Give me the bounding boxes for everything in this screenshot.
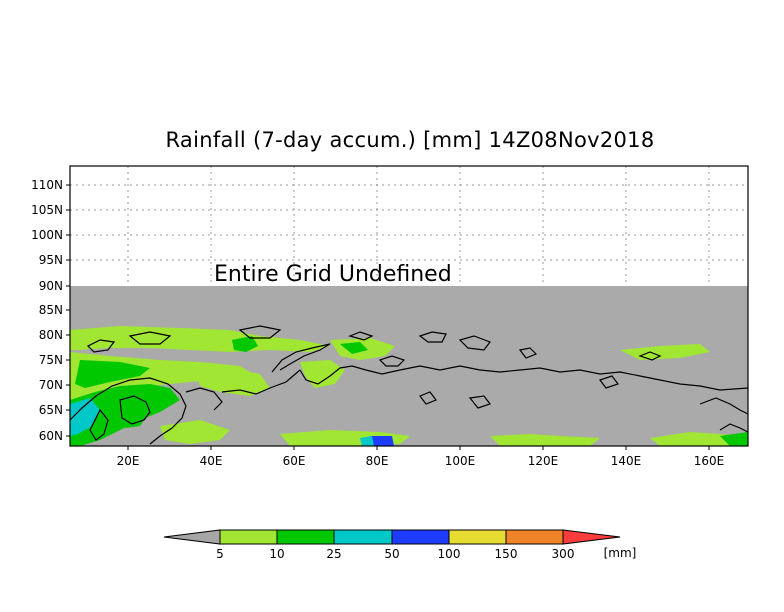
lat-ticks: [66, 184, 70, 437]
legend-swatch: [448, 529, 507, 545]
legend-label: 50: [384, 547, 399, 561]
color-legend: 5 10 25 50 100 150 300 [mm]: [163, 529, 637, 561]
gridlines: [70, 166, 748, 286]
lat-label: 65N: [39, 403, 63, 417]
lon-label: 160E: [694, 454, 725, 468]
legend-label: 100: [438, 547, 461, 561]
legend-label: 10: [269, 547, 284, 561]
legend-label: 300: [552, 547, 575, 561]
lat-label: 100N: [31, 228, 63, 242]
legend-label: 150: [495, 547, 518, 561]
rainfall-patches: [70, 326, 748, 446]
legend-swatch: [276, 529, 335, 545]
legend-unit: [mm]: [604, 546, 637, 560]
lat-label: 70N: [39, 378, 63, 392]
lon-label: 40E: [200, 454, 223, 468]
lat-label: 75N: [39, 353, 63, 367]
lon-labels: 20E 40E 60E 80E 100E 120E 140E 160E: [117, 454, 725, 468]
lon-label: 20E: [117, 454, 140, 468]
lat-label: 95N: [39, 253, 63, 267]
map-title: Rainfall (7-day accum.) [mm] 14Z08Nov201…: [165, 128, 655, 152]
legend-swatch: [391, 529, 450, 545]
legend-above-arrow: [562, 529, 621, 545]
legend-swatch: [505, 529, 564, 545]
lat-label: 105N: [31, 203, 63, 217]
lon-label: 80E: [366, 454, 389, 468]
lon-label: 140E: [611, 454, 642, 468]
legend-swatch: [219, 529, 278, 545]
lon-label: 120E: [528, 454, 559, 468]
lat-label: 90N: [39, 279, 63, 293]
lon-ticks: [127, 446, 710, 450]
coastlines: [69, 325, 749, 445]
lat-label: 110N: [31, 178, 63, 192]
undefined-grid-note: Entire Grid Undefined: [214, 262, 452, 285]
lat-label: 80N: [39, 328, 63, 342]
legend-swatch: [333, 529, 393, 545]
lon-label: 100E: [445, 454, 476, 468]
plot-frame: [69, 165, 749, 447]
legend-label: 5: [216, 547, 224, 561]
legend-label: 25: [326, 547, 341, 561]
lat-labels: 110N 105N 100N 95N 90N 85N 80N 75N 70N 6…: [31, 178, 63, 443]
lat-label: 85N: [39, 303, 63, 317]
lat-label: 60N: [39, 429, 63, 443]
legend-below-arrow: [163, 529, 221, 545]
lon-label: 60E: [283, 454, 306, 468]
